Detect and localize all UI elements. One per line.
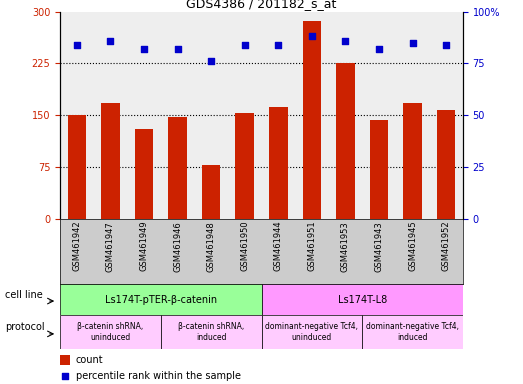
Point — [140, 46, 148, 52]
Point — [341, 38, 349, 44]
Bar — [437, 110, 456, 219]
Text: dominant-negative Tcf4,
induced: dominant-negative Tcf4, induced — [366, 323, 459, 342]
Bar — [262, 284, 463, 315]
Bar — [161, 315, 262, 349]
Bar — [362, 315, 463, 349]
Text: dominant-negative Tcf4,
uninduced: dominant-negative Tcf4, uninduced — [265, 323, 358, 342]
Text: GSM461949: GSM461949 — [140, 221, 149, 271]
Text: β-catenin shRNA,
uninduced: β-catenin shRNA, uninduced — [77, 323, 144, 342]
Point — [73, 41, 81, 48]
Text: GSM461950: GSM461950 — [240, 221, 249, 271]
Point — [442, 41, 450, 48]
Title: GDS4386 / 201182_s_at: GDS4386 / 201182_s_at — [186, 0, 337, 10]
Text: GSM461945: GSM461945 — [408, 221, 417, 271]
Text: count: count — [76, 355, 104, 365]
Bar — [168, 117, 187, 219]
Point — [207, 58, 215, 65]
Point — [241, 41, 249, 48]
Point — [375, 46, 383, 52]
Point — [61, 373, 69, 379]
Text: protocol: protocol — [5, 322, 44, 332]
Bar — [67, 115, 86, 219]
Bar — [235, 113, 254, 219]
Text: GSM461952: GSM461952 — [441, 221, 451, 271]
Bar — [336, 63, 355, 219]
Text: β-catenin shRNA,
induced: β-catenin shRNA, induced — [178, 323, 244, 342]
Text: Ls174T-pTER-β-catenin: Ls174T-pTER-β-catenin — [105, 295, 217, 305]
Text: GSM461942: GSM461942 — [72, 221, 82, 271]
Text: percentile rank within the sample: percentile rank within the sample — [76, 371, 241, 381]
Bar — [60, 284, 262, 315]
Point — [308, 33, 316, 40]
Bar — [370, 120, 388, 219]
Point — [408, 40, 417, 46]
Bar — [303, 20, 321, 219]
Text: GSM461944: GSM461944 — [274, 221, 283, 271]
Text: GSM461951: GSM461951 — [308, 221, 316, 271]
Bar — [101, 103, 120, 219]
Text: GSM461947: GSM461947 — [106, 221, 115, 271]
Text: GSM461943: GSM461943 — [374, 221, 383, 271]
Bar — [202, 165, 220, 219]
Point — [174, 46, 182, 52]
Text: GSM461953: GSM461953 — [341, 221, 350, 271]
Bar — [262, 315, 362, 349]
Bar — [135, 129, 153, 219]
Bar — [403, 103, 422, 219]
Bar — [60, 315, 161, 349]
Point — [274, 41, 282, 48]
Point — [106, 38, 115, 44]
Bar — [269, 107, 288, 219]
Text: GSM461948: GSM461948 — [207, 221, 215, 271]
Text: GSM461946: GSM461946 — [173, 221, 182, 271]
Text: cell line: cell line — [5, 290, 42, 300]
Text: Ls174T-L8: Ls174T-L8 — [337, 295, 387, 305]
Bar — [60, 355, 70, 365]
